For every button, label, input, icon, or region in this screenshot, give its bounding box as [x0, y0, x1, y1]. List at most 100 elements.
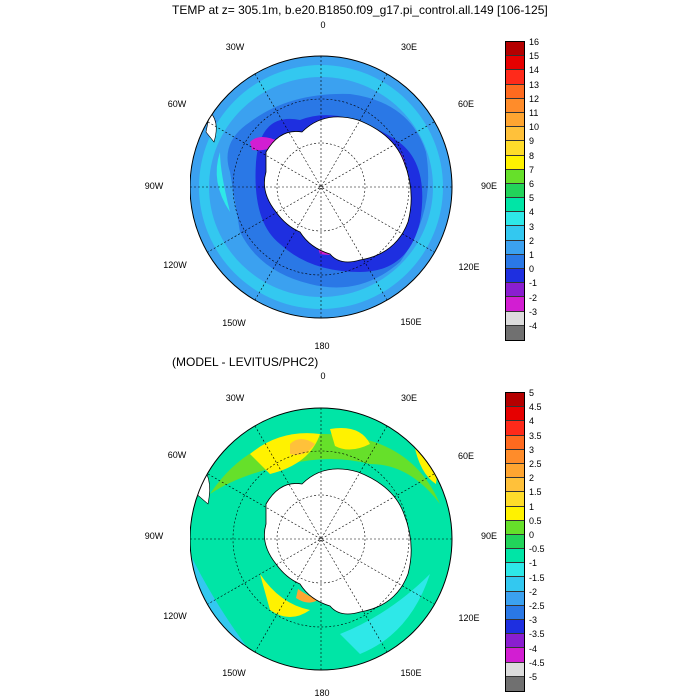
colorbar-swatch: [506, 98, 524, 113]
lon-label-60e: 60E: [457, 451, 475, 461]
panel2-colorbar: [505, 392, 525, 692]
lon-label-150e: 150E: [400, 317, 422, 327]
colorbar-swatch: [506, 254, 524, 269]
colorbar-swatch: [506, 563, 524, 578]
colorbar-tick-label: -1: [529, 278, 538, 289]
colorbar-swatch: [506, 421, 524, 436]
colorbar-tick-label: 15: [529, 51, 540, 62]
colorbar-swatch: [506, 449, 524, 464]
lon-label-120w: 120W: [163, 611, 187, 621]
colorbar-swatch: [506, 435, 524, 450]
colorbar-swatch: [506, 226, 524, 241]
colorbar-tick-label: 5: [529, 193, 535, 204]
colorbar-tick-label: 7: [529, 164, 535, 175]
colorbar-swatch: [506, 212, 524, 227]
colorbar-swatch: [506, 283, 524, 298]
colorbar-swatch: [506, 549, 524, 564]
colorbar-tick-label: 12: [529, 93, 540, 104]
colorbar-tick-label: 10: [529, 122, 540, 133]
lon-label-150e: 150E: [400, 668, 422, 678]
lon-label-90e: 90E: [480, 181, 498, 191]
colorbar-tick-label: 2: [529, 235, 535, 246]
colorbar-swatch: [506, 591, 524, 606]
colorbar-swatch: [506, 506, 524, 521]
lon-label-90w: 90W: [144, 531, 164, 541]
colorbar-tick-label: 3: [529, 221, 535, 232]
colorbar-tick-label: -5: [529, 672, 538, 682]
lon-label-60w: 60W: [167, 99, 187, 109]
colorbar-swatch: [506, 662, 524, 677]
lon-label-90w: 90W: [144, 181, 164, 191]
lon-label-150w: 150W: [222, 318, 246, 328]
colorbar-swatch: [506, 634, 524, 649]
lon-label-120e: 120E: [458, 613, 480, 623]
colorbar-tick-label: 8: [529, 150, 535, 161]
lon-label-30e: 30E: [400, 393, 418, 403]
colorbar-tick-label: 4: [529, 207, 535, 218]
colorbar-swatch: [506, 297, 524, 312]
colorbar-swatch: [506, 42, 524, 57]
colorbar-swatch: [506, 56, 524, 71]
colorbar-tick-label: -2.5: [529, 601, 545, 611]
colorbar-swatch: [506, 127, 524, 142]
lon-label-120w: 120W: [163, 260, 187, 270]
colorbar-swatch: [506, 325, 524, 340]
panel2-title: (MODEL - LEVITUS/PHC2): [172, 355, 319, 369]
lon-label-30e: 30E: [400, 42, 418, 52]
colorbar-swatch: [506, 492, 524, 507]
colorbar-tick-label: -1.5: [529, 572, 545, 583]
lon-label-150w: 150W: [222, 668, 246, 678]
lon-label-180: 180: [314, 688, 330, 698]
colorbar-tick-label: -4.5: [529, 657, 545, 668]
lon-label-60w: 60W: [167, 450, 187, 460]
colorbar-swatch: [506, 463, 524, 479]
colorbar-swatch: [506, 676, 524, 691]
colorbar-tick-label: -4: [529, 321, 538, 331]
lon-label-120e: 120E: [458, 262, 480, 272]
colorbar-swatch: [506, 393, 524, 408]
colorbar-tick-label: 13: [529, 79, 540, 90]
colorbar-swatch: [506, 155, 524, 170]
lon-label-0: 0: [320, 371, 326, 381]
lon-label-0: 0: [320, 20, 326, 30]
colorbar-tick-label: -3.5: [529, 629, 545, 640]
colorbar-tick-label: 5: [529, 388, 535, 398]
colorbar-tick-label: -3: [529, 306, 538, 317]
colorbar-swatch: [506, 84, 524, 99]
colorbar-tick-label: -3: [529, 615, 538, 626]
colorbar-swatch: [506, 648, 524, 663]
colorbar-tick-label: 16: [529, 37, 540, 47]
panel1-polar-map: [190, 55, 453, 319]
colorbar-tick-label: -2: [529, 292, 538, 303]
colorbar-tick-label: 4: [529, 416, 535, 427]
colorbar-tick-label: 1.5: [529, 487, 542, 498]
colorbar-swatch: [506, 407, 524, 422]
panel1-colorbar: [505, 41, 525, 341]
colorbar-tick-label: 1: [529, 501, 535, 512]
colorbar-tick-label: 11: [529, 108, 539, 118]
colorbar-tick-label: 2.5: [529, 459, 542, 469]
colorbar-tick-label: 0.5: [529, 515, 542, 526]
colorbar-swatch: [506, 534, 524, 550]
colorbar-tick-label: 14: [529, 65, 540, 76]
colorbar-tick-label: 0: [529, 264, 535, 275]
colorbar-tick-label: -2: [529, 586, 538, 597]
lon-label-30w: 30W: [225, 42, 245, 52]
colorbar-swatch: [506, 169, 524, 184]
colorbar-tick-label: -1: [529, 558, 538, 569]
colorbar-swatch: [506, 577, 524, 592]
colorbar-swatch: [506, 183, 524, 199]
colorbar-tick-label: -4: [529, 643, 538, 654]
lon-label-180: 180: [314, 341, 330, 351]
colorbar-swatch: [506, 620, 524, 635]
colorbar-tick-label: 1: [529, 250, 535, 260]
colorbar-tick-label: 3: [529, 444, 535, 455]
colorbar-swatch: [506, 269, 524, 284]
colorbar-tick-label: 2: [529, 473, 535, 484]
colorbar-swatch: [506, 240, 524, 255]
colorbar-tick-label: 9: [529, 136, 535, 147]
colorbar-swatch: [506, 520, 524, 535]
colorbar-tick-label: 6: [529, 179, 535, 189]
colorbar-swatch: [506, 112, 524, 128]
colorbar-tick-label: 4.5: [529, 402, 542, 413]
